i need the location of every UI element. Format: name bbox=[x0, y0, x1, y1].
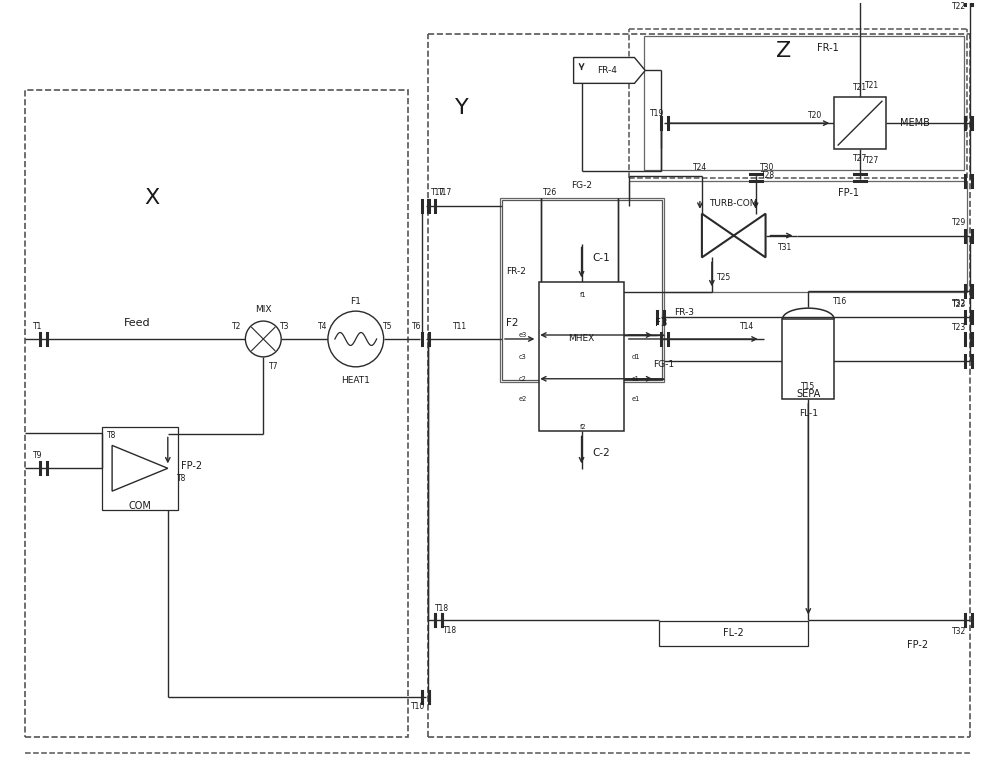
Text: T18: T18 bbox=[435, 604, 449, 613]
Bar bbox=[782, 319, 834, 399]
Text: T3: T3 bbox=[280, 321, 290, 331]
Text: COM: COM bbox=[129, 501, 151, 511]
Text: MEMB: MEMB bbox=[900, 118, 930, 128]
Text: HEAT1: HEAT1 bbox=[341, 376, 370, 385]
Bar bbox=[539, 282, 624, 431]
Text: e1: e1 bbox=[632, 396, 640, 402]
Polygon shape bbox=[574, 57, 645, 83]
Text: FR-1: FR-1 bbox=[817, 43, 839, 53]
Text: f2: f2 bbox=[580, 424, 587, 429]
Text: T22: T22 bbox=[952, 2, 967, 12]
Text: T25: T25 bbox=[717, 273, 731, 282]
Text: T14: T14 bbox=[740, 321, 754, 331]
Text: T21: T21 bbox=[865, 81, 879, 90]
Text: T26: T26 bbox=[543, 189, 557, 197]
Text: c1: c1 bbox=[632, 376, 640, 382]
Text: T20: T20 bbox=[808, 111, 822, 120]
Text: FR-4: FR-4 bbox=[597, 66, 617, 75]
Text: T8: T8 bbox=[107, 431, 117, 440]
Text: C-1: C-1 bbox=[593, 254, 610, 263]
Text: T27: T27 bbox=[853, 154, 867, 164]
Text: FG-1: FG-1 bbox=[654, 360, 675, 369]
Text: T32: T32 bbox=[952, 299, 967, 307]
Polygon shape bbox=[734, 213, 766, 258]
Text: T1: T1 bbox=[33, 321, 42, 331]
Text: FP-2: FP-2 bbox=[907, 640, 928, 650]
Text: T29: T29 bbox=[952, 218, 967, 227]
Text: F2: F2 bbox=[506, 318, 518, 328]
Bar bbox=[644, 36, 964, 170]
Text: Y: Y bbox=[455, 99, 469, 118]
Text: FG-2: FG-2 bbox=[572, 182, 593, 190]
Text: MHEX: MHEX bbox=[568, 334, 595, 344]
Text: T27: T27 bbox=[865, 157, 879, 165]
Text: T7: T7 bbox=[268, 362, 278, 372]
Text: T11: T11 bbox=[453, 321, 467, 331]
Text: f1: f1 bbox=[580, 293, 587, 298]
Text: T15: T15 bbox=[801, 383, 815, 391]
Text: T5: T5 bbox=[383, 321, 392, 331]
Bar bbox=[629, 181, 967, 293]
Text: X: X bbox=[144, 188, 160, 208]
Text: T9: T9 bbox=[33, 451, 42, 460]
Text: c3: c3 bbox=[519, 354, 526, 360]
Text: T2: T2 bbox=[232, 321, 241, 331]
Text: FR-2: FR-2 bbox=[506, 267, 526, 275]
Text: T21: T21 bbox=[853, 83, 867, 92]
Text: T19: T19 bbox=[650, 109, 664, 118]
Text: MIX: MIX bbox=[255, 305, 272, 314]
Text: F1: F1 bbox=[350, 296, 361, 306]
Bar bbox=[102, 427, 178, 510]
Text: FL-2: FL-2 bbox=[723, 629, 744, 639]
Text: T28: T28 bbox=[760, 171, 775, 180]
Text: FP-1: FP-1 bbox=[838, 188, 859, 198]
Text: T31: T31 bbox=[778, 243, 793, 252]
Text: T23: T23 bbox=[952, 323, 967, 331]
Text: SEPA: SEPA bbox=[796, 389, 820, 399]
Text: TURB-COM: TURB-COM bbox=[709, 199, 758, 208]
Text: T30: T30 bbox=[760, 164, 775, 172]
Polygon shape bbox=[702, 213, 734, 258]
Circle shape bbox=[245, 321, 281, 357]
Text: T32: T32 bbox=[952, 627, 967, 636]
Text: c2: c2 bbox=[518, 376, 526, 382]
Text: T17: T17 bbox=[431, 189, 445, 197]
Text: FR-3: FR-3 bbox=[674, 307, 694, 317]
Circle shape bbox=[328, 311, 384, 367]
Text: FL-1: FL-1 bbox=[799, 409, 818, 418]
Text: Feed: Feed bbox=[124, 318, 150, 328]
Bar bbox=[500, 198, 664, 382]
Text: F3: F3 bbox=[655, 318, 667, 328]
Bar bbox=[25, 90, 408, 737]
Text: T8: T8 bbox=[177, 473, 186, 483]
Bar bbox=[659, 621, 808, 646]
Text: T6: T6 bbox=[412, 321, 421, 331]
Text: C-2: C-2 bbox=[593, 449, 610, 459]
Text: T24: T24 bbox=[693, 164, 707, 172]
Polygon shape bbox=[112, 445, 168, 491]
Text: Z: Z bbox=[776, 40, 791, 61]
Text: e3: e3 bbox=[518, 332, 527, 338]
Text: T18: T18 bbox=[443, 626, 457, 635]
Text: T16: T16 bbox=[833, 296, 847, 306]
Text: FP-2: FP-2 bbox=[181, 461, 202, 471]
Bar bbox=[834, 97, 886, 149]
Text: T17: T17 bbox=[438, 189, 452, 197]
Text: T23: T23 bbox=[952, 300, 967, 309]
Text: d1: d1 bbox=[632, 354, 640, 360]
Text: T10: T10 bbox=[411, 702, 426, 712]
Bar bbox=[502, 199, 662, 379]
Text: e2: e2 bbox=[518, 396, 527, 402]
Text: T4: T4 bbox=[318, 321, 328, 331]
